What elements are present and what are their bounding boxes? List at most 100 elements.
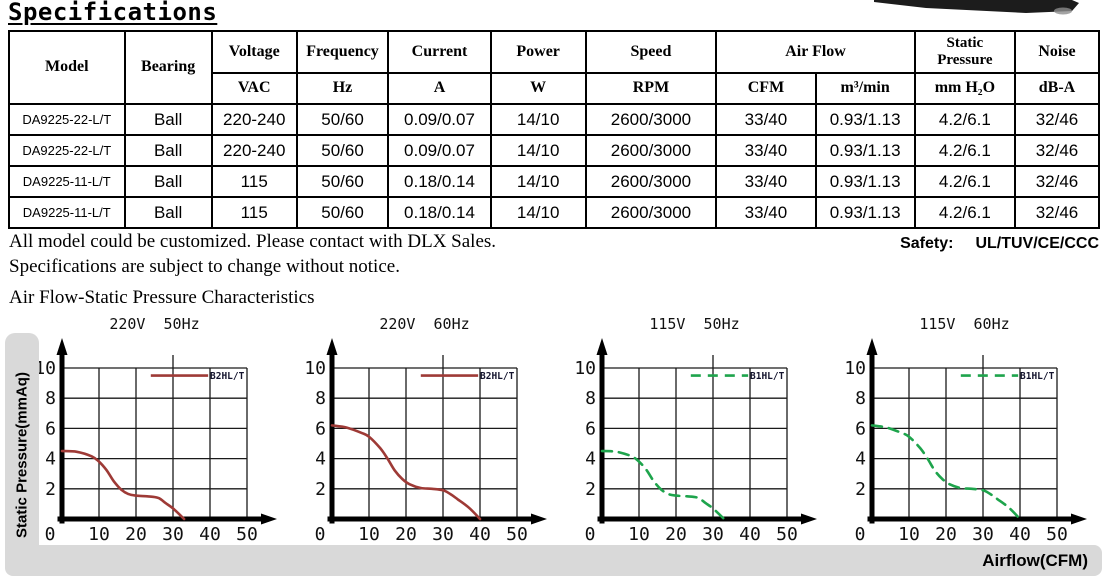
table-cell: 2600/3000	[584, 134, 718, 167]
table-cell: 4.2/6.1	[913, 103, 1017, 136]
table-cell: 32/46	[1014, 134, 1100, 167]
svg-text:6: 6	[315, 418, 326, 439]
chart-220v-60hz: 220V 60Hz 10 20 30 40 50 0 2 4 6 8 10 B2HL/T	[304, 315, 547, 543]
svg-text:2: 2	[45, 479, 56, 500]
unit-rpm: RPM	[584, 72, 718, 105]
svg-text:10: 10	[88, 524, 110, 543]
chart-220v-50hz: 220V 50Hz 10 20 30 40 50 0 2 4 6 8 10 B2HL/T	[34, 315, 277, 543]
svg-text:0: 0	[315, 524, 326, 543]
table-cell: 4.2/6.1	[913, 134, 1017, 167]
table-row: DA9225-22-L/T Ball 220-240 50/60 0.09/0.07 14…	[8, 103, 1100, 136]
col-header-static-pressure: Static Pressure	[913, 30, 1017, 74]
charts-row: 220V 50Hz 10 20 30 40 50 0 2 4 6 8 10 B2HL/T 220V 60…	[32, 311, 1107, 543]
safety-label: Safety:	[900, 235, 954, 252]
spec-table-body: DA9225-22-L/T Ball 220-240 50/60 0.09/0.07 14…	[8, 103, 1100, 229]
table-cell: 0.93/1.13	[814, 196, 916, 229]
svg-text:20: 20	[125, 524, 147, 543]
svg-text:6: 6	[855, 418, 866, 439]
svg-text:0: 0	[585, 524, 596, 543]
svg-text:B2HL/T: B2HL/T	[210, 371, 245, 382]
table-cell: 33/40	[715, 103, 817, 136]
table-cell: 0.18/0.14	[387, 196, 492, 229]
unit-w: W	[489, 72, 587, 105]
table-cell: 14/10	[489, 196, 587, 229]
col-header-speed: Speed	[584, 30, 718, 74]
table-cell: Ball	[123, 134, 213, 167]
unit-vac: VAC	[210, 72, 298, 105]
svg-text:10: 10	[898, 524, 920, 543]
svg-text:40: 40	[199, 524, 221, 543]
svg-text:20: 20	[935, 524, 957, 543]
svg-text:8: 8	[45, 388, 56, 409]
svg-text:2: 2	[585, 479, 596, 500]
svg-text:30: 30	[432, 524, 454, 543]
note-subject-to-change: Specifications are subject to change wit…	[9, 256, 400, 277]
table-row: DA9225-11-L/T Ball 115 50/60 0.18/0.14 14/10 2…	[8, 165, 1100, 198]
svg-text:8: 8	[855, 388, 866, 409]
svg-text:50: 50	[236, 524, 258, 543]
table-row: DA9225-22-L/T Ball 220-240 50/60 0.09/0.07 14…	[8, 134, 1100, 167]
svg-text:40: 40	[739, 524, 761, 543]
table-cell: 0.18/0.14	[387, 165, 492, 198]
svg-text:2: 2	[855, 479, 866, 500]
svg-text:10: 10	[304, 358, 326, 379]
table-cell: 0.93/1.13	[814, 134, 916, 167]
table-cell: 0.93/1.13	[814, 165, 916, 198]
svg-text:0: 0	[45, 524, 56, 543]
svg-text:115V 60Hz: 115V 60Hz	[919, 315, 1009, 333]
fan-photo-corner	[874, 0, 1079, 15]
svg-text:B1HL/T: B1HL/T	[750, 371, 785, 382]
spec-table: Model Bearing Voltage Frequency Current …	[8, 30, 1100, 229]
table-cell: 32/46	[1014, 196, 1100, 229]
svg-text:40: 40	[469, 524, 491, 543]
svg-text:4: 4	[855, 449, 866, 470]
table-cell: 50/60	[295, 134, 390, 167]
table-cell: Ball	[123, 165, 213, 198]
x-axis-label-bar: Airflow(CFM)	[5, 545, 1102, 576]
table-cell: 0.09/0.07	[387, 134, 492, 167]
table-cell: 32/46	[1014, 165, 1100, 198]
col-header-frequency: Frequency	[295, 30, 390, 74]
table-cell: 33/40	[715, 196, 817, 229]
table-cell: 2600/3000	[584, 165, 718, 198]
svg-text:10: 10	[358, 524, 380, 543]
table-cell: 32/46	[1014, 103, 1100, 136]
y-axis-label-bar: Static Pressure(mmAq)	[5, 333, 39, 576]
page-title: Specifications	[8, 0, 218, 26]
svg-text:10: 10	[844, 358, 866, 379]
unit-cfm: CFM	[715, 72, 817, 105]
svg-text:10: 10	[34, 358, 56, 379]
table-cell: DA9225-11-L/T	[8, 165, 126, 198]
table-cell: 0.09/0.07	[387, 103, 492, 136]
table-cell: 2600/3000	[584, 196, 718, 229]
col-header-voltage: Voltage	[210, 30, 298, 74]
safety-value: UL/TUV/CE/CCC	[975, 235, 1099, 252]
svg-text:8: 8	[315, 388, 326, 409]
unit-dba: dB-A	[1014, 72, 1100, 105]
table-cell: DA9225-11-L/T	[8, 196, 126, 229]
svg-text:50: 50	[776, 524, 798, 543]
note-customized: All model could be customized. Please co…	[9, 231, 497, 252]
table-cell: 0.93/1.13	[814, 103, 916, 136]
table-cell: Ball	[123, 196, 213, 229]
table-cell: 14/10	[489, 165, 587, 198]
svg-text:4: 4	[45, 449, 56, 470]
svg-text:40: 40	[1009, 524, 1031, 543]
svg-text:20: 20	[395, 524, 417, 543]
section-title-characteristics: Air Flow-Static Pressure Characteristics	[9, 287, 315, 308]
col-header-noise: Noise	[1014, 30, 1100, 74]
svg-text:B1HL/T: B1HL/T	[1020, 371, 1055, 382]
col-header-power: Power	[489, 30, 587, 74]
col-header-airflow: Air Flow	[715, 30, 916, 74]
chart-115v-50hz: 115V 50Hz 10 20 30 40 50 0 2 4 6 8 10 B1HL/T	[574, 315, 817, 543]
table-cell: 115	[210, 196, 298, 229]
table-cell: 50/60	[295, 165, 390, 198]
table-cell: 4.2/6.1	[913, 196, 1017, 229]
table-cell: DA9225-22-L/T	[8, 103, 126, 136]
svg-text:30: 30	[162, 524, 184, 543]
table-cell: 4.2/6.1	[913, 165, 1017, 198]
svg-text:4: 4	[315, 449, 326, 470]
x-axis-label: Airflow(CFM)	[982, 550, 1088, 570]
table-cell: 2600/3000	[584, 103, 718, 136]
col-header-model: Model	[8, 30, 126, 105]
